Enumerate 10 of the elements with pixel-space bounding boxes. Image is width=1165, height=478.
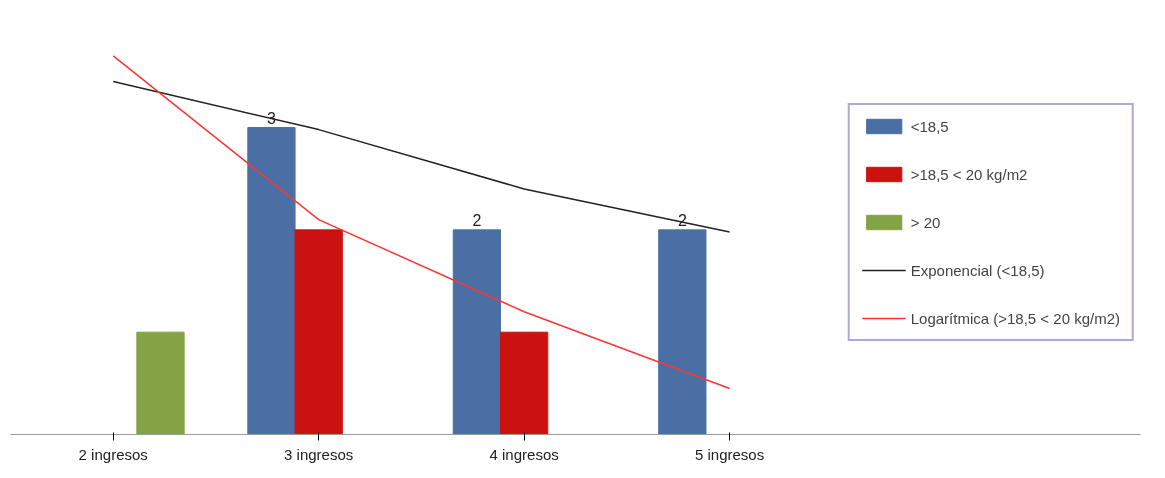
legend-label: Exponencial (<18,5) <box>910 261 1045 279</box>
data-label: 2 <box>472 211 482 229</box>
x-tick-label: 3 ingresos <box>284 445 354 463</box>
x-tick-label: 5 ingresos <box>694 445 765 463</box>
legend-label: >18,5 < 20 kg/m2 <box>910 165 1028 183</box>
x-tick-label: 2 ingresos <box>78 445 148 463</box>
x-tick-label: 4 ingresos <box>489 445 559 463</box>
legend-label: Logarítmica (>18,5 < 20 kg/m2) <box>910 309 1120 327</box>
legend-label: > 20 <box>910 213 941 231</box>
legend-label: <18,5 <box>910 117 949 135</box>
